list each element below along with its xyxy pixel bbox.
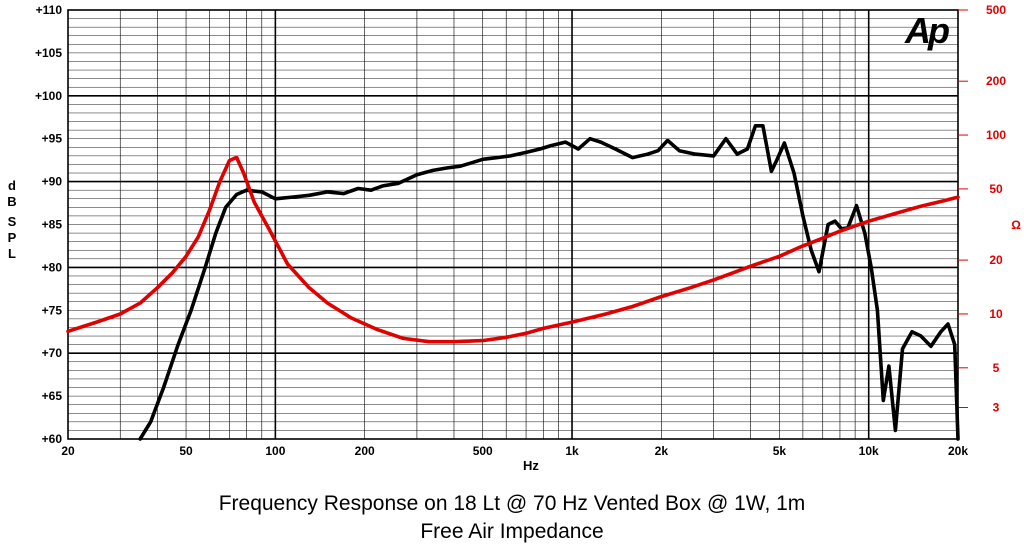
frequency-response-chart: +60 +65 +70 +75 +80 +85 +90 +95 +100 +105 +110 3 5 1… xyxy=(7,3,1021,473)
y-tick-label: +85 xyxy=(42,218,63,232)
y2-tick-label: 3 xyxy=(993,400,1000,414)
y-axis-label-letter: L xyxy=(8,246,16,261)
y-tick-label: +80 xyxy=(42,260,63,274)
spl-series-line xyxy=(138,124,960,441)
y-tick-label: +60 xyxy=(42,432,63,446)
chart-title: Frequency Response on 18 Lt @ 70 Hz Vent… xyxy=(218,492,806,515)
grid-major xyxy=(68,10,958,439)
y2-tick-label: 200 xyxy=(986,74,1006,88)
x-tick-label: 20k xyxy=(948,444,968,458)
y2-tick-label: 100 xyxy=(986,128,1006,142)
y-tick-label: +75 xyxy=(42,303,63,317)
x-axis-label: Hz xyxy=(523,458,539,473)
x-tick-label: 200 xyxy=(355,444,375,458)
x-tick-label: 5k xyxy=(773,444,787,458)
x-tick-label: 50 xyxy=(179,444,193,458)
y-tick-label: +70 xyxy=(42,346,63,360)
x-tick-label: 20 xyxy=(61,444,75,458)
y2-tick-label: 500 xyxy=(986,3,1006,17)
right-axis-ticks: 3 5 10 20 50 100 200 500 xyxy=(958,3,1006,414)
plot-frame xyxy=(67,9,959,440)
y-axis-label-letter: P xyxy=(8,230,17,245)
series-layer xyxy=(66,124,960,441)
y2-tick-label: 20 xyxy=(989,253,1003,267)
y-axis-label-letter: S xyxy=(8,214,17,229)
y-axis-label-letter: B xyxy=(7,194,16,209)
x-tick-label: 10k xyxy=(859,444,879,458)
y2-tick-label: 5 xyxy=(993,361,1000,375)
y2-tick-label: 50 xyxy=(989,182,1003,196)
ap-logo: Ap xyxy=(904,10,952,51)
y-tick-label: +110 xyxy=(36,3,63,17)
x-tick-label: 500 xyxy=(473,444,493,458)
grid-minor xyxy=(67,10,959,439)
left-axis-ticks: +60 +65 +70 +75 +80 +85 +90 +95 +100 +105 +110 xyxy=(35,3,62,446)
y-tick-label: +65 xyxy=(42,389,63,403)
y-tick-label: +105 xyxy=(35,46,62,60)
y-tick-label: +100 xyxy=(35,89,62,103)
y2-tick-label: 10 xyxy=(989,307,1003,321)
chart-subtitle: Free Air Impedance xyxy=(420,520,604,543)
x-tick-label: 100 xyxy=(265,444,285,458)
x-axis-ticks: 20 50 100 200 500 1k 2k 5k 10k 20k xyxy=(61,444,968,458)
svg-text:Ap: Ap xyxy=(904,10,949,51)
y-tick-label: +95 xyxy=(42,132,63,146)
y-tick-label: +90 xyxy=(42,175,63,189)
y2-axis-label: Ω xyxy=(1011,218,1021,232)
impedance-series-line xyxy=(66,155,960,344)
y-axis-label-letter: d xyxy=(8,178,16,193)
x-tick-label: 1k xyxy=(565,444,579,458)
x-tick-label: 2k xyxy=(655,444,669,458)
